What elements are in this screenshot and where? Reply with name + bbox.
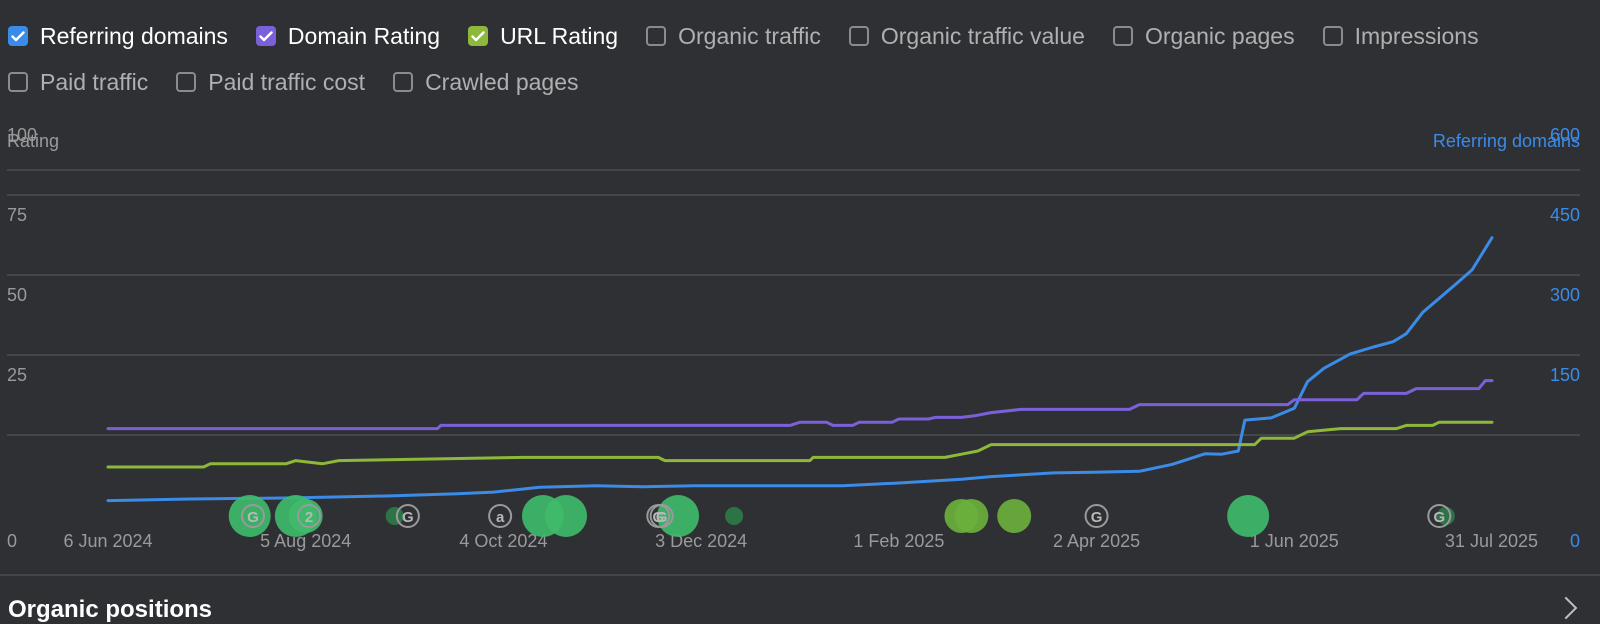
annotation-label: a [496, 509, 505, 526]
right-tick-label: 600 [1550, 125, 1580, 145]
annotation-label: G [247, 509, 259, 526]
legend-label: Domain Rating [287, 23, 441, 49]
annotation-ring [649, 504, 674, 528]
right-tick-label: 150 [1550, 365, 1580, 385]
annotation-ring [240, 504, 265, 528]
at-annotation-icon[interactable]: a [488, 504, 513, 528]
annotation-label: G [1433, 509, 1445, 526]
legend-toggle-url-rating[interactable]: URL Rating [468, 22, 618, 50]
google-annotation-icon[interactable]: G [1084, 504, 1109, 528]
legend-toggle-paid-traffic[interactable]: Paid traffic [8, 68, 148, 96]
checkbox-checked-icon[interactable] [8, 26, 28, 46]
left-tick-label: 100 [7, 125, 37, 145]
legend-label: Organic pages [1144, 23, 1295, 49]
grid-lines [0, 169, 1600, 576]
event-marker [228, 495, 271, 537]
event-marker [545, 495, 588, 537]
event-marker [385, 507, 404, 525]
legend-label: Referring domains [40, 23, 228, 49]
x-tick-label: 31 Jul 2025 [1445, 531, 1538, 551]
annotation-label: G [1091, 509, 1103, 526]
left-tick-label: 25 [7, 365, 27, 385]
legend-toggle-domain-rating[interactable]: Domain Rating [255, 22, 441, 50]
right-tick-label: 0 [1570, 531, 1580, 551]
annotation-label: G [402, 509, 414, 526]
x-tick-label: 1 Feb 2025 [853, 531, 944, 551]
google-annotation-icon[interactable]: G [240, 504, 265, 528]
event-marker [288, 499, 323, 533]
left-tick-label: 0 [7, 531, 17, 551]
annotation-label: G [652, 509, 664, 526]
x-tick-label: 2 Apr 2025 [1053, 531, 1140, 551]
right-tick-label: 450 [1550, 205, 1580, 225]
x-tick-label: 5 Aug 2024 [260, 531, 351, 551]
checkbox-unchecked-icon[interactable] [393, 72, 414, 92]
legend-toggle-impressions[interactable]: Impressions [1322, 22, 1479, 50]
left-axis-title: Rating [7, 131, 59, 151]
event-marker [954, 499, 989, 533]
legend-toggle-organic-traffic[interactable]: Organic traffic [646, 22, 821, 50]
x-tick-label: 6 Jun 2024 [63, 531, 152, 551]
google-annotation-icon[interactable]: G [1427, 504, 1452, 528]
annotation-ring [1427, 504, 1452, 528]
x-tick-label: 1 Jun 2025 [1250, 531, 1339, 551]
checkbox-unchecked-icon[interactable] [1322, 26, 1343, 46]
legend-toggle-paid-traffic-cost[interactable]: Paid traffic cost [176, 68, 365, 96]
checkbox-unchecked-icon[interactable] [1112, 26, 1133, 46]
metric-legend: Referring domains Domain Rating URL Rating… [8, 22, 1588, 96]
axes: Rating Referring domains 0 25 50 75 100 0 150 300… [7, 125, 1580, 551]
checkbox-unchecked-icon[interactable] [8, 72, 28, 92]
series-line-domain-rating [106, 379, 1494, 431]
annotation-ring [488, 504, 513, 528]
legend-label: Crawled pages [425, 69, 579, 95]
line-chart: Rating Referring domains 0 25 50 75 100 0 150 300… [0, 125, 1600, 576]
annotation-ring [297, 504, 322, 528]
checkbox-checked-icon[interactable] [468, 26, 489, 46]
checkbox-unchecked-icon[interactable] [176, 72, 197, 92]
event-marker [997, 499, 1032, 533]
legend-label: Paid traffic cost [208, 69, 366, 95]
left-tick-label: 50 [7, 285, 27, 305]
legend-label: URL Rating [500, 23, 619, 49]
count-annotation-icon[interactable]: 2 [297, 504, 322, 528]
section-title: Organic positions [8, 596, 213, 623]
event-markers: G G GG G Ga2 [228, 495, 1455, 537]
checkbox-unchecked-icon[interactable] [646, 26, 667, 46]
annotation-label: G [656, 509, 668, 526]
left-tick-label: 75 [7, 205, 27, 225]
right-tick-label: 300 [1550, 285, 1580, 305]
legend-label: Paid traffic [40, 69, 149, 95]
google-annotation-icon[interactable]: G [649, 504, 674, 528]
annotation-label: 2 [305, 509, 313, 526]
event-marker [657, 495, 700, 537]
google-annotation-icon[interactable]: G [395, 504, 420, 528]
right-axis-title: Referring domains [1433, 131, 1580, 151]
legend-label: Organic traffic value [880, 23, 1085, 49]
annotation-ring [395, 504, 420, 528]
checkbox-checked-icon[interactable] [255, 26, 276, 46]
series-line-url-rating [106, 420, 1494, 469]
x-tick-label: 4 Oct 2024 [459, 531, 547, 551]
legend-toggle-organic-traffic-value[interactable]: Organic traffic value [848, 22, 1085, 50]
annotation-ring [1084, 504, 1109, 528]
checkbox-unchecked-icon[interactable] [848, 26, 869, 46]
event-marker [725, 507, 744, 525]
legend-label: Organic traffic [678, 23, 821, 49]
series-line-referring-domains [106, 236, 1494, 503]
series-lines [106, 236, 1494, 503]
legend-label: Impressions [1354, 23, 1479, 49]
chevron-icon[interactable] [1554, 596, 1578, 620]
legend-toggle-organic-pages[interactable]: Organic pages [1112, 22, 1295, 50]
event-marker [1227, 495, 1270, 537]
legend-toggle-crawled-pages[interactable]: Crawled pages [393, 68, 578, 96]
legend-toggle-referring-domains[interactable]: Referring domains [8, 22, 228, 50]
